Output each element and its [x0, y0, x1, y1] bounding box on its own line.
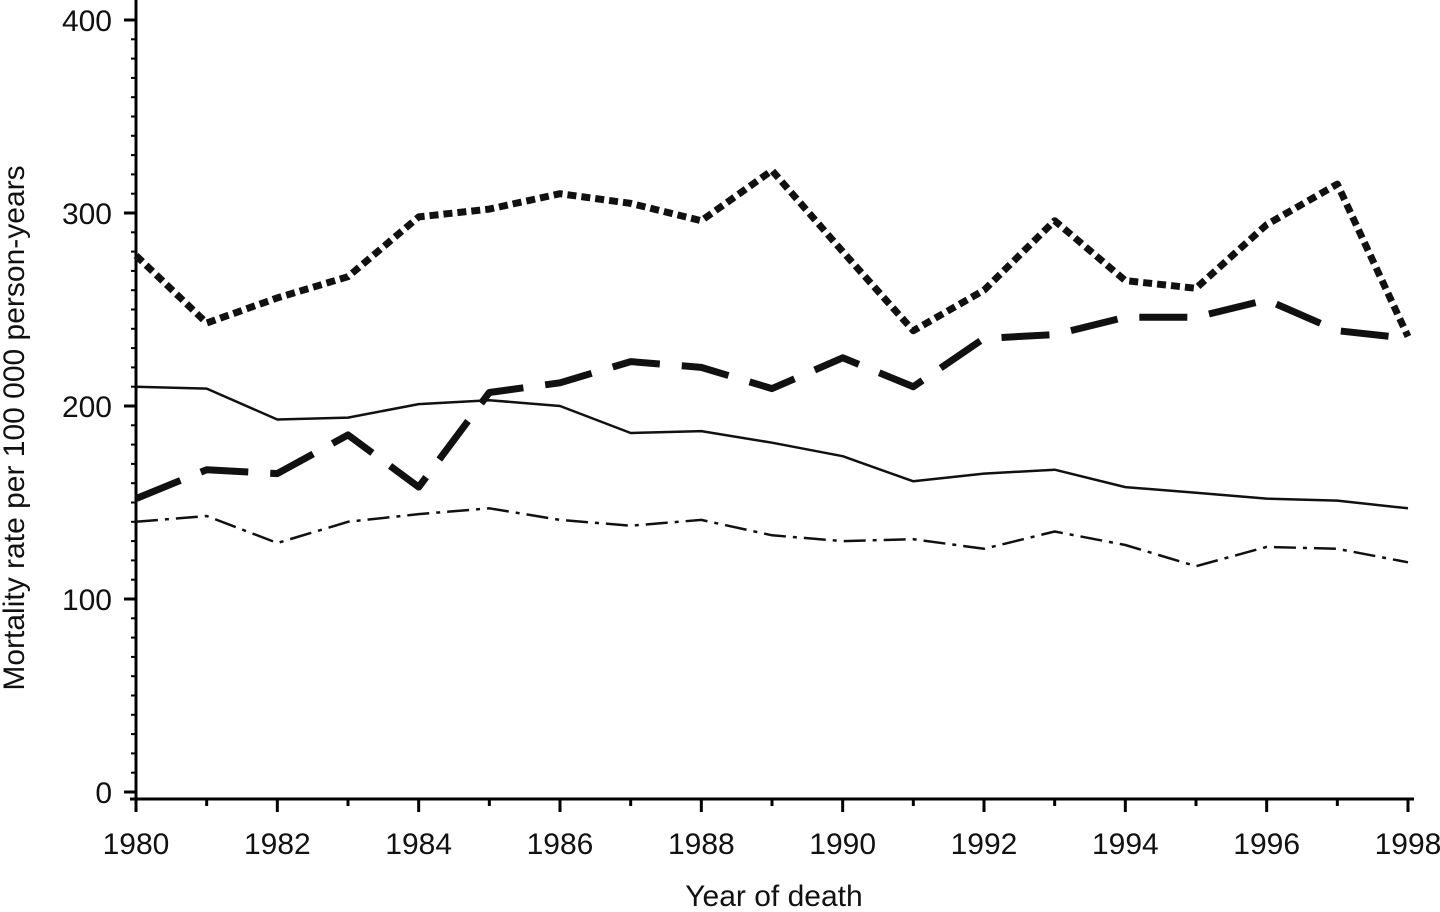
x-axis-title: Year of death: [685, 880, 862, 912]
x-tick-label: 1990: [809, 828, 876, 861]
y-tick-label: 0: [95, 777, 112, 810]
x-tick-label: 1984: [385, 828, 452, 861]
series-layer: [133, 167, 1412, 568]
y-tick-label: 200: [62, 391, 112, 424]
labels: Year of death Mortality rate per 100 000…: [0, 165, 863, 912]
x-tick-label: 1982: [244, 828, 311, 861]
x-tick-label: 1994: [1092, 828, 1159, 861]
y-tick-label: 400: [62, 5, 112, 38]
y-axis-title: Mortality rate per 100 000 person-years: [0, 165, 31, 690]
x-tick-label: 1992: [951, 828, 1018, 861]
series-line-dotted: [133, 167, 1412, 338]
y-tick-label: 300: [62, 198, 112, 231]
series-line-long-dash: [134, 296, 1409, 502]
axes: 0 100 200 300 400 1980 1982 1984 1986 1988 1990 199…: [62, 0, 1440, 861]
series-line-solid: [135, 385, 1409, 510]
x-tick-label: 1986: [527, 828, 594, 861]
y-tick-label: 100: [62, 584, 112, 617]
series-line-dash-dot: [135, 507, 1409, 568]
x-tick-label: 1980: [103, 828, 170, 861]
x-tick-label: 1988: [668, 828, 735, 861]
x-tick-label: 1998: [1375, 828, 1440, 861]
x-tick-label: 1996: [1233, 828, 1300, 861]
